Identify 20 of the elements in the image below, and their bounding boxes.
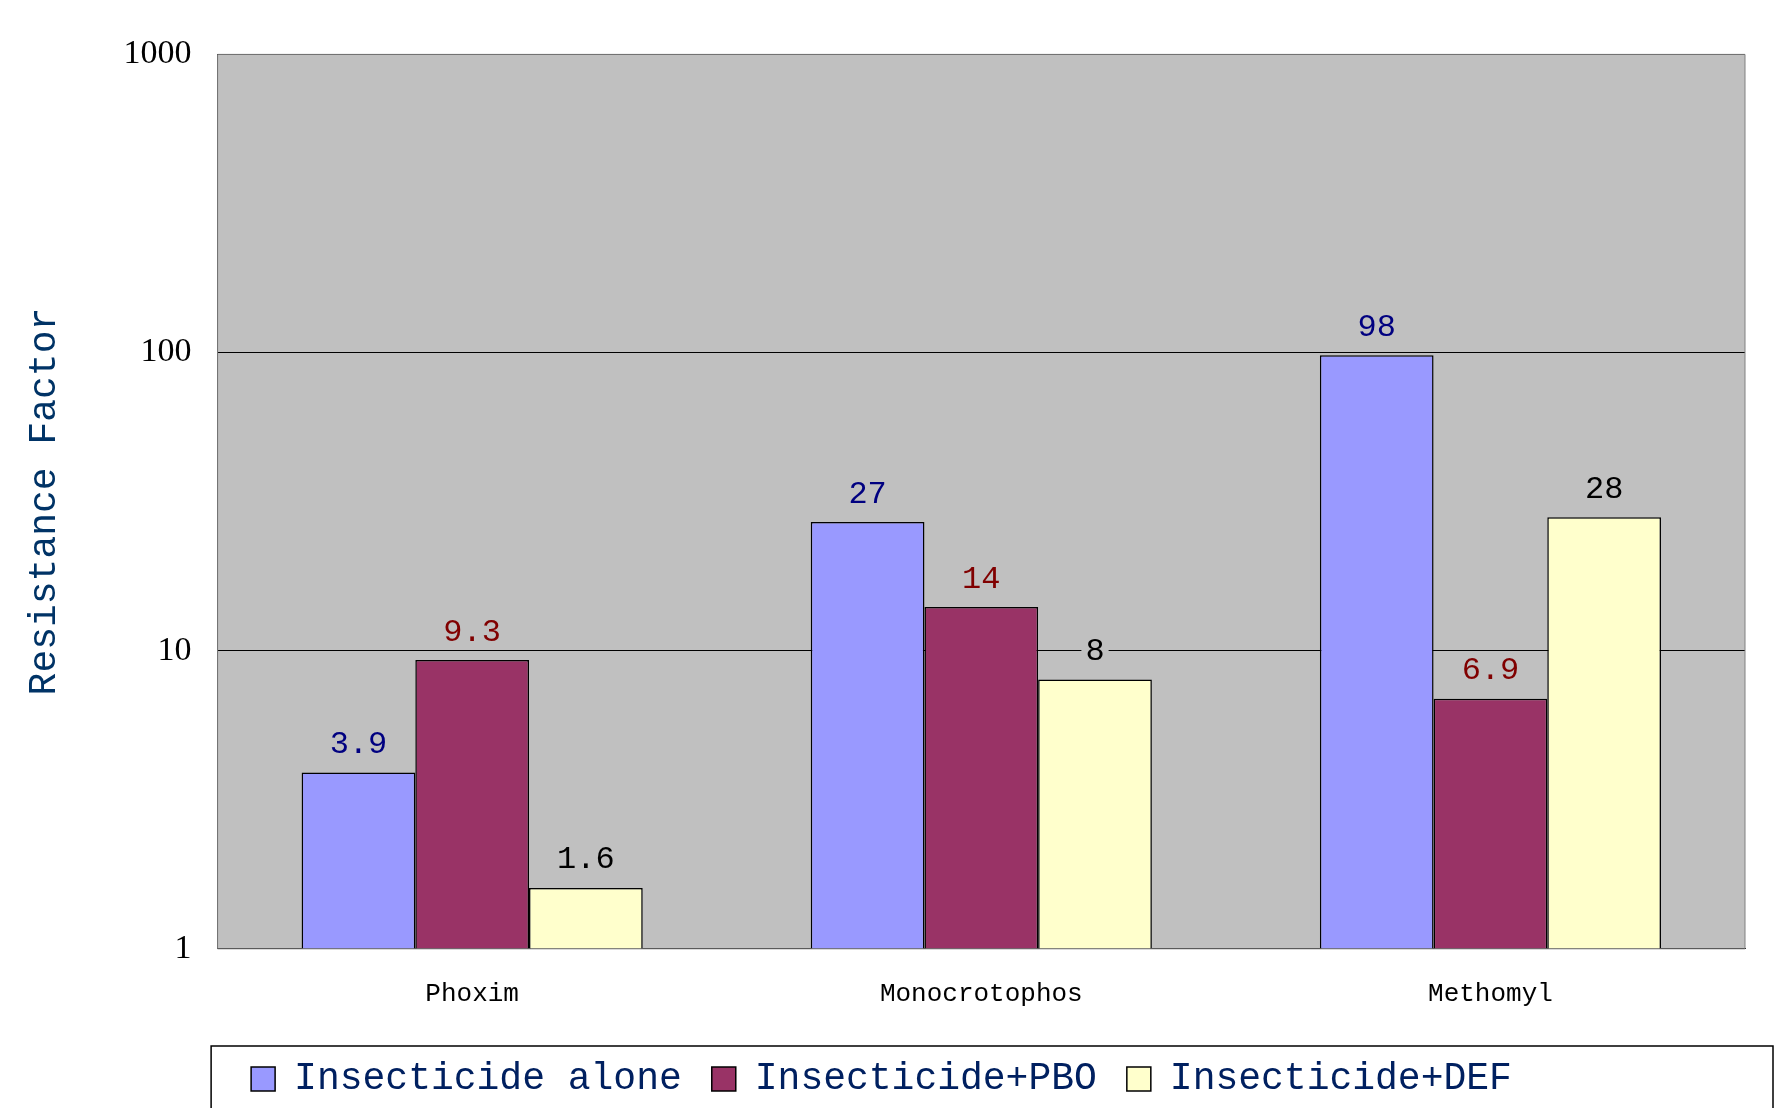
data-label: 14 xyxy=(962,560,1001,598)
data-label: 1.6 xyxy=(557,841,615,879)
data-label: 28 xyxy=(1584,470,1624,508)
y-tick-label: 1 xyxy=(174,927,192,965)
y-tick-label: 10 xyxy=(157,629,192,667)
legend-label: Insecticide+DEF xyxy=(1169,1057,1512,1101)
data-label: 27 xyxy=(848,475,887,513)
legend-label: Insecticide+PBO xyxy=(754,1057,1097,1101)
data-label: 9.3 xyxy=(443,613,501,651)
data-label: 3.9 xyxy=(329,726,388,764)
data-label: 8 xyxy=(1085,633,1105,671)
legend-label: Insecticide alone xyxy=(294,1057,682,1101)
y-axis-title: Resistance Factor xyxy=(22,307,66,696)
x-tick-label: Methomyl xyxy=(1428,979,1553,1010)
x-tick-label: Monocrotophos xyxy=(879,979,1083,1010)
data-label: 98 xyxy=(1357,308,1396,346)
y-tick-label: 1000 xyxy=(123,33,192,71)
y-tick-label: 100 xyxy=(140,331,192,369)
data-label: 6.9 xyxy=(1461,652,1520,690)
x-tick-label: Phoxim xyxy=(425,979,519,1010)
